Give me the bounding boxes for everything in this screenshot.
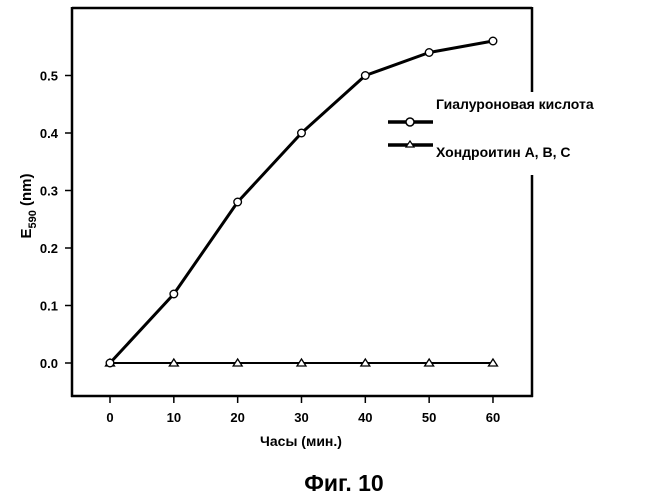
svg-text:E590 (nm): E590 (nm): [18, 173, 39, 238]
y-axis-title-main: E: [18, 229, 35, 239]
data-point: [425, 49, 433, 57]
x-tick-label: 60: [486, 410, 500, 425]
y-axis-title: E590 (nm): [18, 173, 39, 238]
circle-marker-icon: [406, 118, 414, 126]
y-axis-title-sub: 590: [27, 210, 39, 228]
legend-item-chondroitin: Хондроитин A, B, C: [388, 141, 570, 160]
legend-label-chondroitin: Хондроитин A, B, C: [436, 144, 570, 160]
x-tick-label: 20: [230, 410, 244, 425]
series-hyaluronic-acid: [106, 37, 497, 367]
data-point: [298, 129, 306, 137]
figure-caption: Фиг. 10: [304, 470, 383, 496]
y-tick-label: 0.5: [40, 69, 58, 84]
y-tick-label: 0.4: [40, 126, 59, 141]
y-tick-label: 0.3: [40, 184, 58, 199]
x-axis-ticks: 0 10 20 30 40 50 60: [106, 396, 500, 425]
series-layer: [106, 37, 498, 367]
y-tick-label: 0.1: [40, 299, 58, 314]
x-tick-label: 40: [358, 410, 372, 425]
x-tick-label: 30: [294, 410, 308, 425]
line-chart: 0.0 0.1 0.2 0.3 0.4 0.5 0 10 20 30 40 50 60 E590 (n…: [0, 0, 659, 500]
y-axis-title-unit: (nm): [18, 173, 35, 210]
y-tick-label: 0.0: [40, 356, 58, 371]
x-tick-label: 50: [422, 410, 436, 425]
legend-label-hyaluronic-acid: Гиалуроновая кислота: [436, 96, 594, 112]
data-point: [106, 359, 114, 367]
x-tick-label: 10: [167, 410, 181, 425]
legend-item-hyaluronic-acid: Гиалуроновая кислота: [388, 96, 594, 126]
plot-frame: [71, 7, 533, 397]
legend: Гиалуроновая кислота Хондроитин A, B, C: [388, 96, 594, 160]
x-axis-title: Часы (мин.): [260, 433, 342, 449]
data-point: [489, 37, 497, 45]
y-tick-label: 0.2: [40, 241, 58, 256]
y-axis-ticks: 0.0 0.1 0.2 0.3 0.4 0.5: [40, 69, 72, 372]
series-chondroitin: [106, 359, 498, 366]
data-point: [362, 72, 370, 80]
x-tick-label: 0: [106, 410, 113, 425]
data-point: [234, 198, 242, 206]
data-point: [170, 290, 178, 298]
